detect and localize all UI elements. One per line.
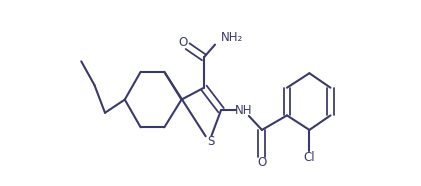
Text: O: O bbox=[178, 36, 187, 49]
Text: NH₂: NH₂ bbox=[221, 31, 243, 44]
Text: S: S bbox=[208, 135, 215, 148]
Text: Cl: Cl bbox=[304, 151, 315, 164]
Text: NH: NH bbox=[235, 104, 252, 117]
Text: O: O bbox=[257, 156, 266, 169]
